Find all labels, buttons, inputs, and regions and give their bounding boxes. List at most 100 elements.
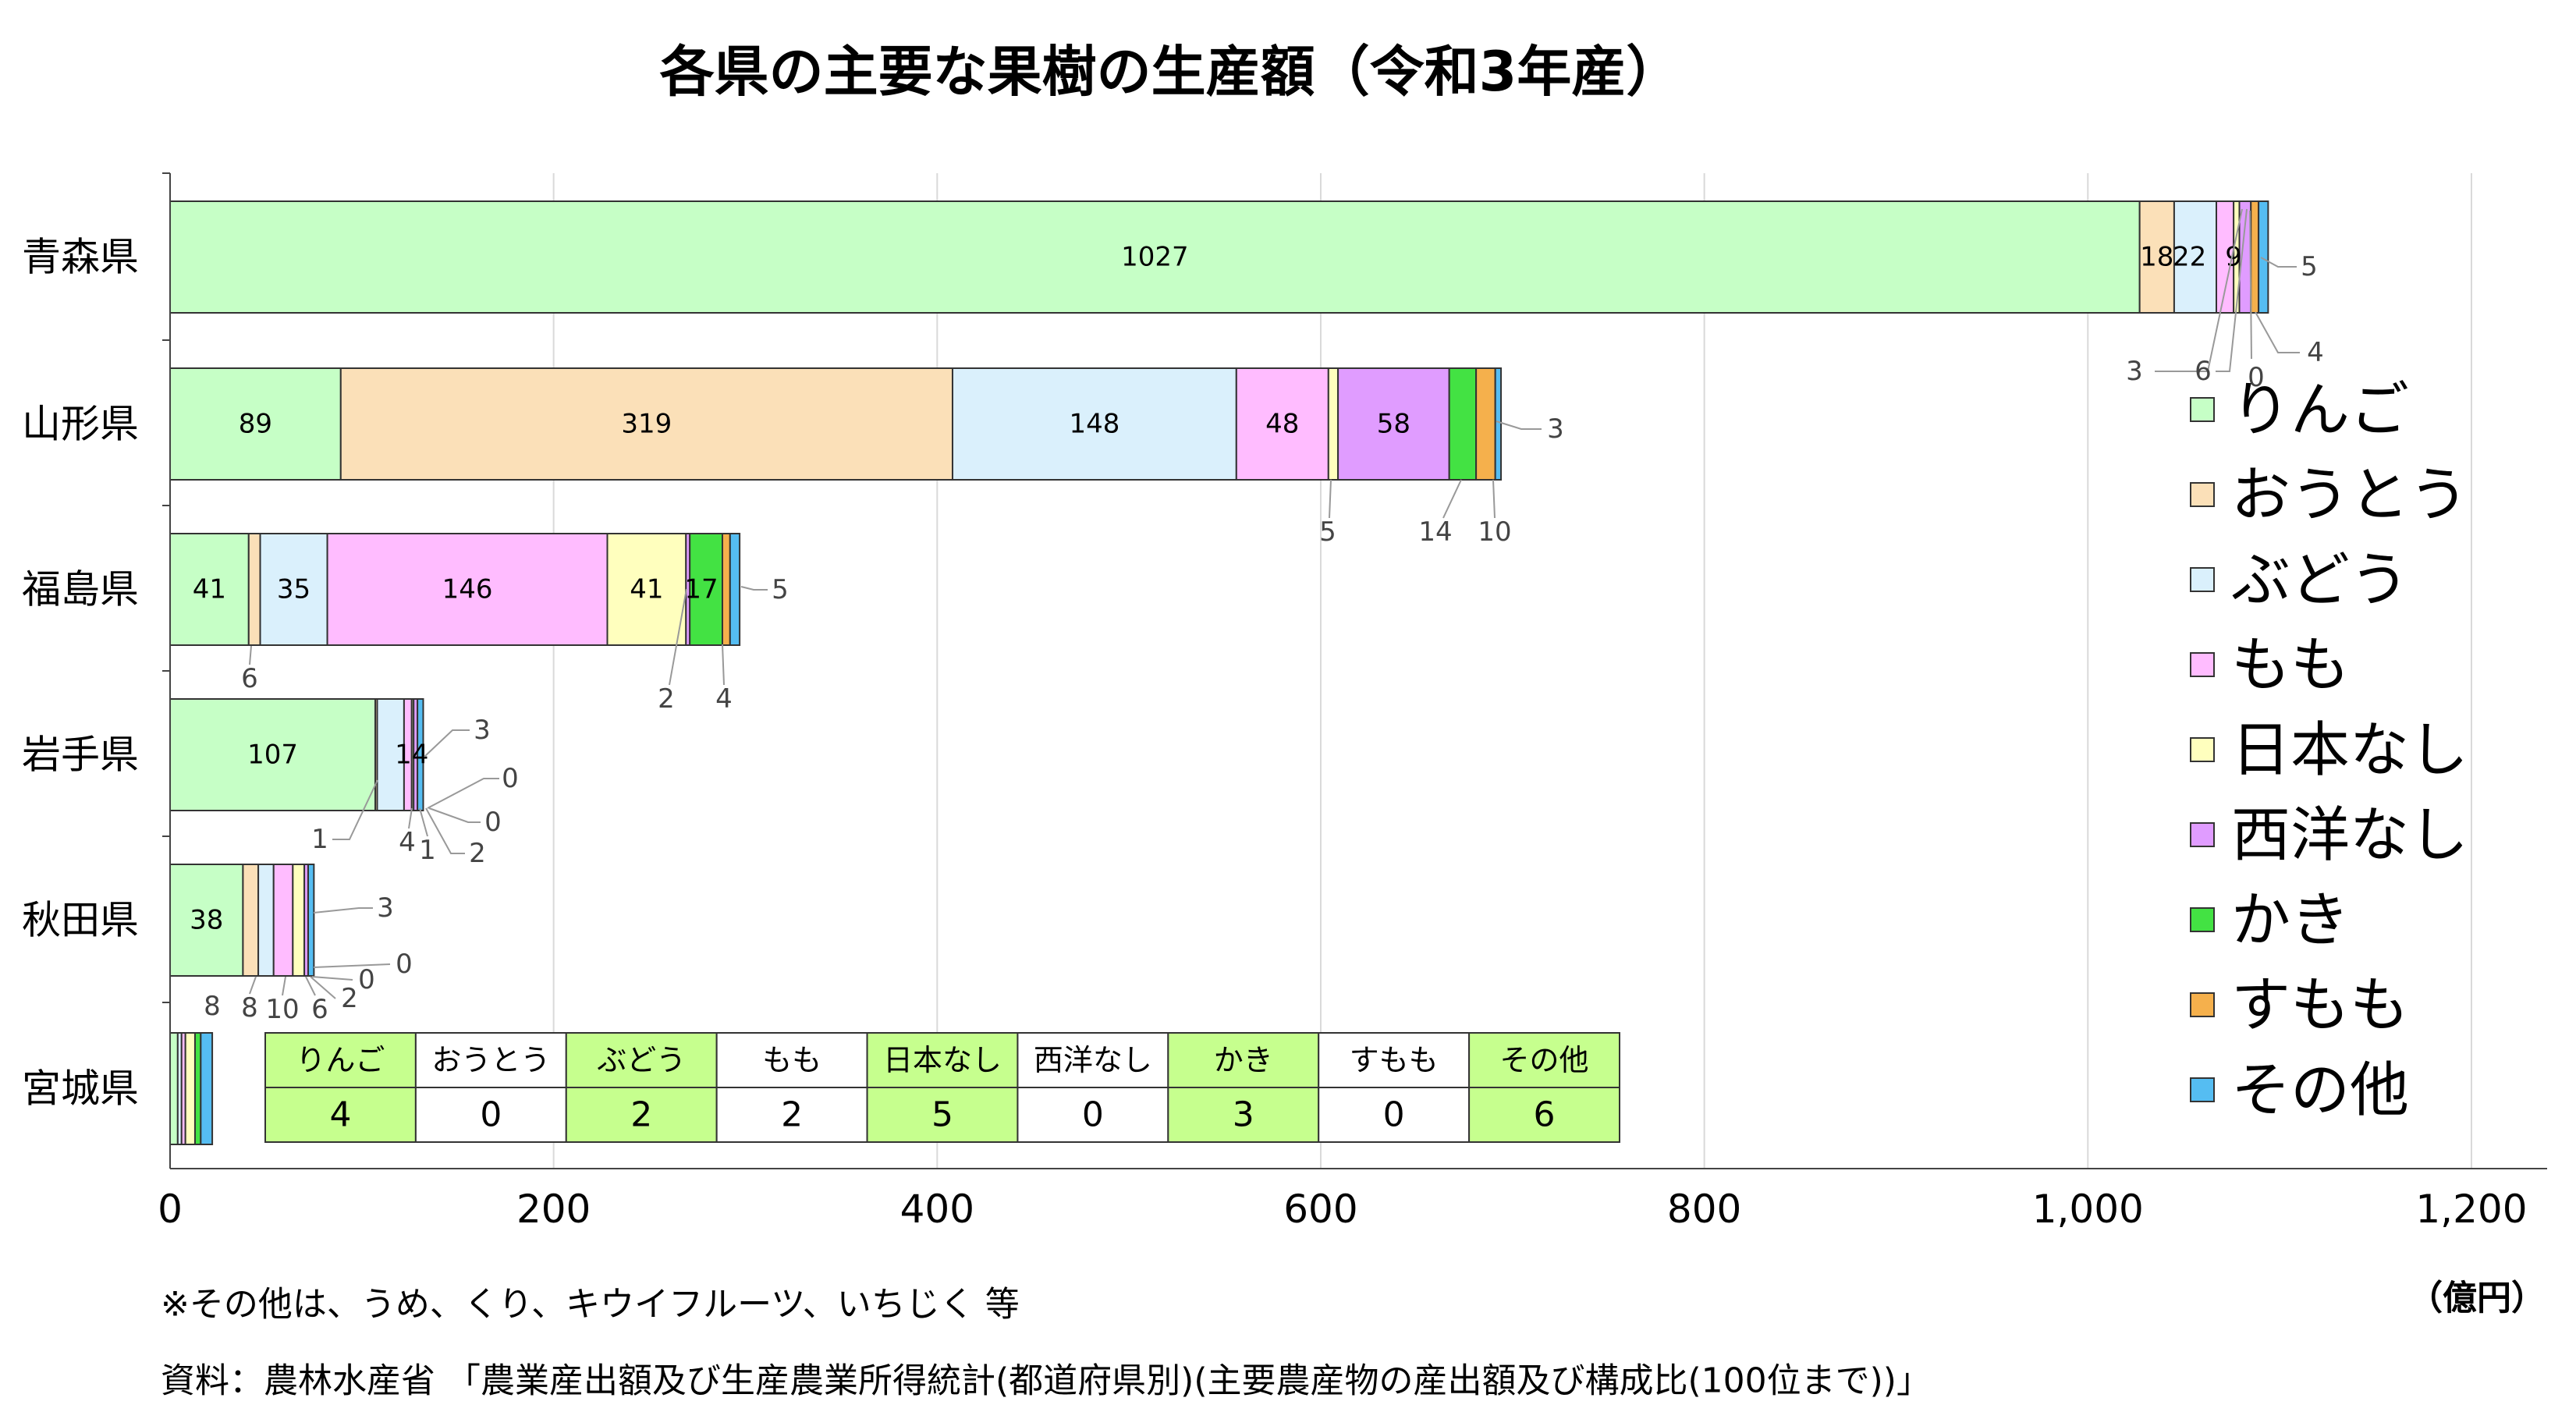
leader-line (722, 644, 725, 686)
table-value-cell (1017, 1087, 1169, 1143)
bar-segment (689, 533, 723, 646)
data-label: 2 (469, 838, 486, 869)
data-label: 6 (311, 994, 328, 1025)
leader-line (1442, 479, 1462, 519)
table-header-text: りんご (296, 1043, 385, 1077)
legend-swatch (2190, 567, 2215, 592)
bar-segment (339, 367, 953, 481)
leader-line (311, 976, 353, 981)
data-label: 1 (311, 824, 328, 855)
data-label: 10 (265, 994, 299, 1025)
table-value-text: 2 (630, 1095, 652, 1135)
legend-label: その他 (2231, 1055, 2409, 1125)
category-label: 岩手県 (22, 733, 139, 778)
table-header-cell (1468, 1032, 1620, 1088)
table-value-text: 3 (1233, 1095, 1254, 1135)
table-value-text: 6 (1534, 1095, 1556, 1135)
legend-label: 日本なし (2231, 715, 2468, 785)
leader-line (313, 907, 373, 914)
bar-segment (169, 200, 2141, 314)
leader-line (282, 976, 286, 996)
data-label: 18 (2140, 242, 2173, 273)
legend-label: おうとう (2231, 460, 2468, 530)
table-header-text: もも (762, 1043, 821, 1077)
source-note: 資料：農林水産省 「農業産出額及び生産農業所得統計(都道府県別)(主要農産物の産… (161, 1361, 1931, 1401)
bar-segment (326, 533, 609, 646)
data-label: 1027 (1121, 242, 1189, 273)
bar-segment (1475, 367, 1496, 481)
legend-label: ぶどう (2231, 545, 2409, 615)
table-value-cell (1167, 1087, 1320, 1143)
bar-segment (257, 864, 275, 977)
leader-line (428, 807, 481, 823)
category-label: 青森県 (22, 235, 139, 280)
legend-swatch (2190, 1077, 2215, 1102)
data-label: 0 (2248, 362, 2265, 393)
leader-line (305, 976, 316, 996)
table-header-text: 日本なし (883, 1043, 1002, 1077)
table-header-cell (1017, 1032, 1169, 1088)
chart-title: 各県の主要な果樹の生産額（令和3年産） (660, 40, 1681, 104)
data-label: 3 (2126, 356, 2143, 387)
data-label: 146 (442, 574, 493, 605)
bar-segment (292, 864, 306, 977)
data-label: 0 (396, 949, 413, 980)
table-value-text: 0 (1383, 1095, 1405, 1135)
bar-segment (242, 864, 260, 977)
table-value-text: 0 (480, 1095, 502, 1135)
leader-line (249, 645, 252, 665)
leader-line (669, 588, 687, 686)
data-label: 10 (1478, 516, 1511, 548)
x-tick-label: 600 (1283, 1187, 1357, 1232)
bar-segment (193, 1032, 202, 1145)
table-value-cell (866, 1087, 1019, 1143)
x-tick-label: 1,000 (2032, 1187, 2144, 1232)
table-value-cell (264, 1087, 417, 1143)
data-label: 0 (502, 763, 519, 794)
legend-swatch (2190, 992, 2215, 1017)
legend-label: もも (2231, 630, 2350, 700)
table-value-cell (1318, 1087, 1471, 1143)
legend-label: りんご (2231, 375, 2409, 445)
category-label: 福島県 (22, 567, 139, 612)
table-header-text: 西洋なし (1034, 1043, 1152, 1077)
x-axis-unit: （億円） (2408, 1279, 2546, 1318)
data-label: 4 (399, 827, 416, 858)
legend-swatch (2190, 482, 2215, 507)
leader-line (2255, 311, 2300, 353)
leader-line (1329, 479, 1332, 519)
data-label: 0 (358, 964, 375, 995)
data-label: 35 (277, 574, 310, 605)
leader-line (313, 963, 391, 968)
x-tick-label: 800 (1667, 1187, 1741, 1232)
bar-segment (169, 367, 342, 481)
data-label: 148 (1069, 409, 1119, 440)
category-label: 山形県 (22, 402, 139, 447)
table-value-cell (715, 1087, 868, 1143)
data-label: 8 (241, 992, 258, 1024)
data-label: 48 (1265, 409, 1299, 440)
bar-segment (169, 698, 377, 811)
x-tick-label: 0 (158, 1187, 183, 1232)
leader-line (2260, 257, 2297, 268)
data-label: 5 (772, 574, 789, 605)
data-label: 4 (2307, 337, 2324, 368)
leader-line (1492, 479, 1496, 519)
legend-swatch (2190, 397, 2215, 422)
table-header-text: すもも (1350, 1043, 1439, 1077)
data-label: 14 (1418, 516, 1452, 548)
data-label: 17 (684, 574, 718, 605)
leader-line (2249, 210, 2252, 360)
legend-label: 西洋なし (2231, 800, 2468, 870)
data-label: 6 (241, 663, 258, 694)
leader-line (424, 729, 470, 757)
footnote: ※その他は、うめ、くり、キウイフルーツ、いちじく 等 (161, 1285, 1020, 1325)
table-value-cell (414, 1087, 567, 1143)
data-label: 319 (621, 409, 672, 440)
bar-segment (376, 698, 405, 811)
leader-line (425, 807, 465, 854)
category-label: 宮城県 (22, 1066, 139, 1112)
data-label: 14 (395, 740, 428, 771)
bar-segment (2250, 200, 2260, 314)
